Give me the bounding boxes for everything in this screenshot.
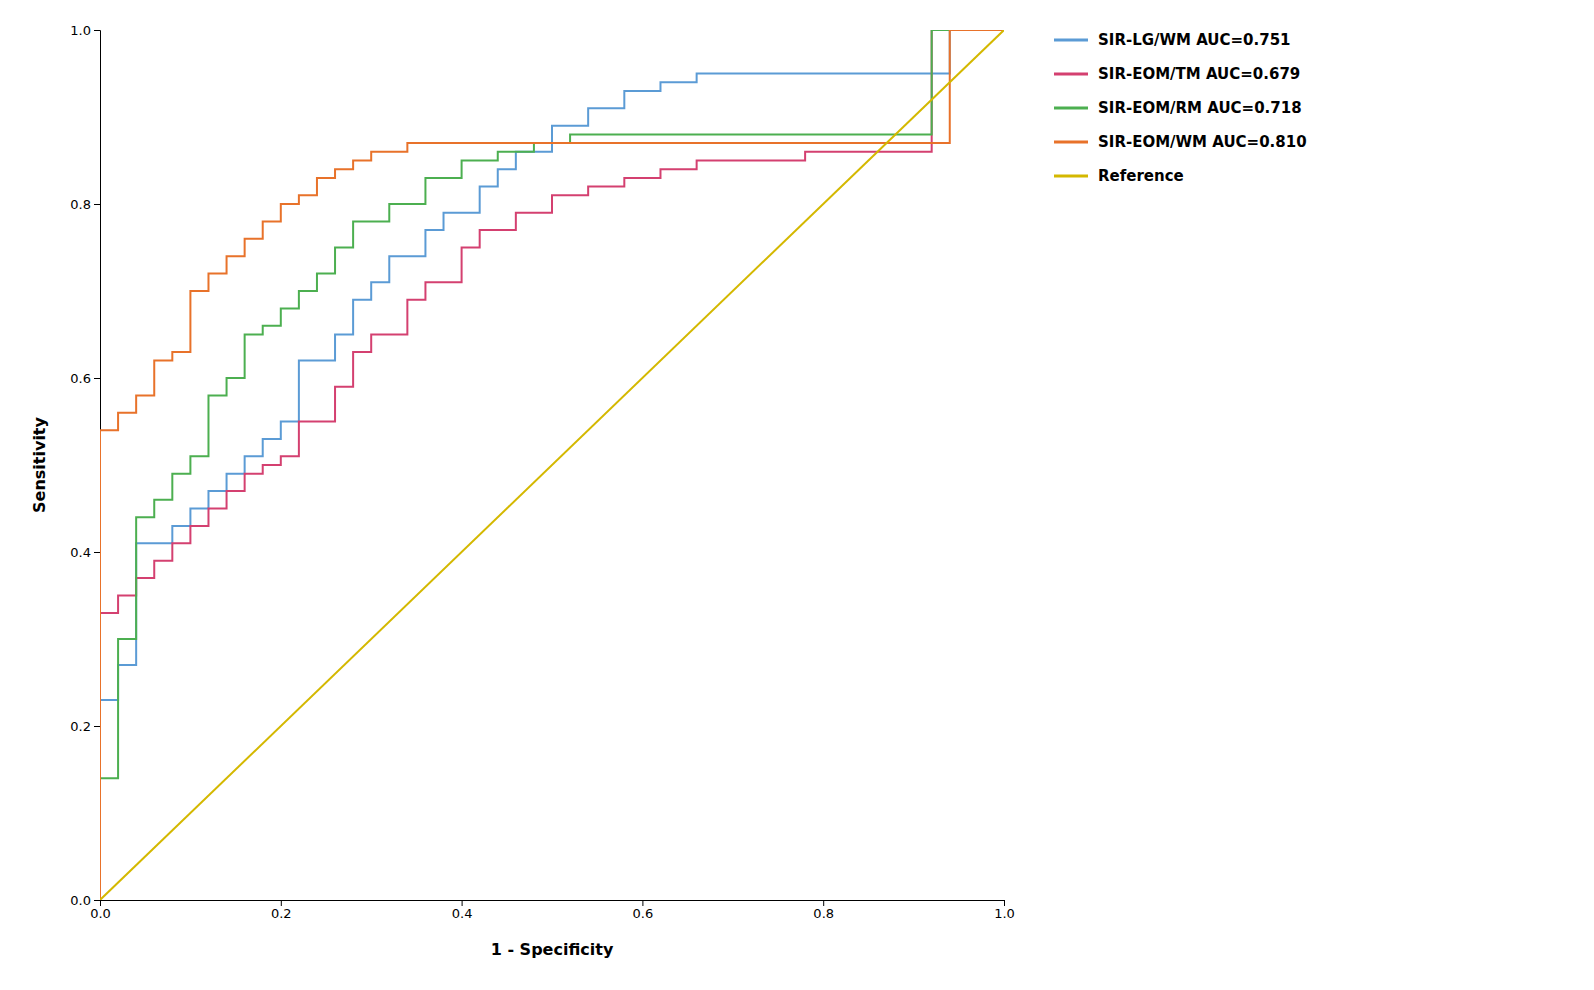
tick-label: 0.2 [70, 719, 91, 734]
tick-label: 0.0 [90, 906, 111, 921]
tick: 0.2 [271, 900, 292, 921]
tick-label: 0.6 [70, 371, 91, 386]
tick: 0.6 [70, 371, 100, 386]
tick-mark [1004, 900, 1005, 906]
legend-swatch [1054, 141, 1088, 144]
plot: 0.0 0.2 0.4 0.6 0.8 1.0 0.0 0.2 0.4 0.6 0.8 1.0 [70, 23, 1015, 922]
reference-line [100, 30, 1004, 900]
legend-swatch [1054, 175, 1088, 178]
tick: 1.0 [994, 900, 1015, 921]
legend-label: SIR-EOM/TM AUC=0.679 [1098, 65, 1300, 83]
x-axis-line [101, 901, 1005, 907]
tick-label: 0.8 [70, 197, 91, 212]
tick-mark [823, 900, 824, 906]
legend: SIR-LG/WM AUC=0.751 SIR-EOM/TM AUC=0.679 S… [1054, 31, 1307, 185]
tick-label: 1.0 [70, 23, 91, 38]
legend-item: SIR-EOM/TM AUC=0.679 [1054, 65, 1300, 83]
tick-label: 0.2 [271, 906, 292, 921]
tick-mark [94, 900, 100, 901]
chart: 0.0 0.2 0.4 0.6 0.8 1.0 0.0 0.2 0.4 0.6 0.8 1.0 1 - … [0, 0, 1594, 990]
y-axis-title: Sensitivity [30, 416, 49, 512]
tick: 0.6 [633, 900, 654, 921]
tick-mark [642, 900, 643, 906]
tick-label: 0.4 [452, 906, 473, 921]
legend-swatch [1054, 73, 1088, 76]
tick-label: 1.0 [994, 906, 1015, 921]
legend-label: SIR-EOM/WM AUC=0.810 [1098, 133, 1307, 151]
tick-mark [94, 30, 100, 31]
tick: 0.0 [90, 900, 111, 921]
tick-mark [462, 900, 463, 906]
tick: 0.0 [70, 893, 100, 908]
legend-item: SIR-EOM/RM AUC=0.718 [1054, 99, 1302, 117]
tick: 0.8 [70, 197, 100, 212]
roc-curve [100, 30, 1004, 900]
legend-item: Reference [1054, 167, 1184, 185]
tick: 0.4 [452, 900, 473, 921]
tick-mark [94, 552, 100, 553]
tick: 0.8 [813, 900, 834, 921]
roc-curve [100, 30, 1004, 900]
tick-label: 0.6 [633, 906, 654, 921]
legend-item: SIR-LG/WM AUC=0.751 [1054, 31, 1291, 49]
tick: 0.4 [70, 545, 100, 560]
legend-label: SIR-EOM/RM AUC=0.718 [1098, 99, 1302, 117]
legend-item: SIR-EOM/WM AUC=0.810 [1054, 133, 1307, 151]
tick-mark [94, 204, 100, 205]
legend-swatch [1054, 107, 1088, 110]
tick: 0.2 [70, 719, 100, 734]
tick-mark [94, 378, 100, 379]
tick: 1.0 [70, 23, 100, 38]
legend-label: Reference [1098, 167, 1184, 185]
roc-curve [100, 30, 1004, 900]
x-axis: 0.0 0.2 0.4 0.6 0.8 1.0 [90, 900, 1015, 921]
curves [100, 30, 1004, 900]
tick-label: 0.4 [70, 545, 91, 560]
y-axis-line [94, 31, 101, 901]
x-axis-title: 1 - Specificity [491, 940, 614, 959]
legend-swatch [1054, 39, 1088, 42]
y-axis: 0.0 0.2 0.4 0.6 0.8 1.0 [70, 23, 100, 908]
tick-label: 0.8 [813, 906, 834, 921]
tick-mark [94, 726, 100, 727]
tick-mark [281, 900, 282, 906]
legend-label: SIR-LG/WM AUC=0.751 [1098, 31, 1291, 49]
tick-label: 0.0 [70, 893, 91, 908]
roc-curve [100, 30, 1004, 900]
